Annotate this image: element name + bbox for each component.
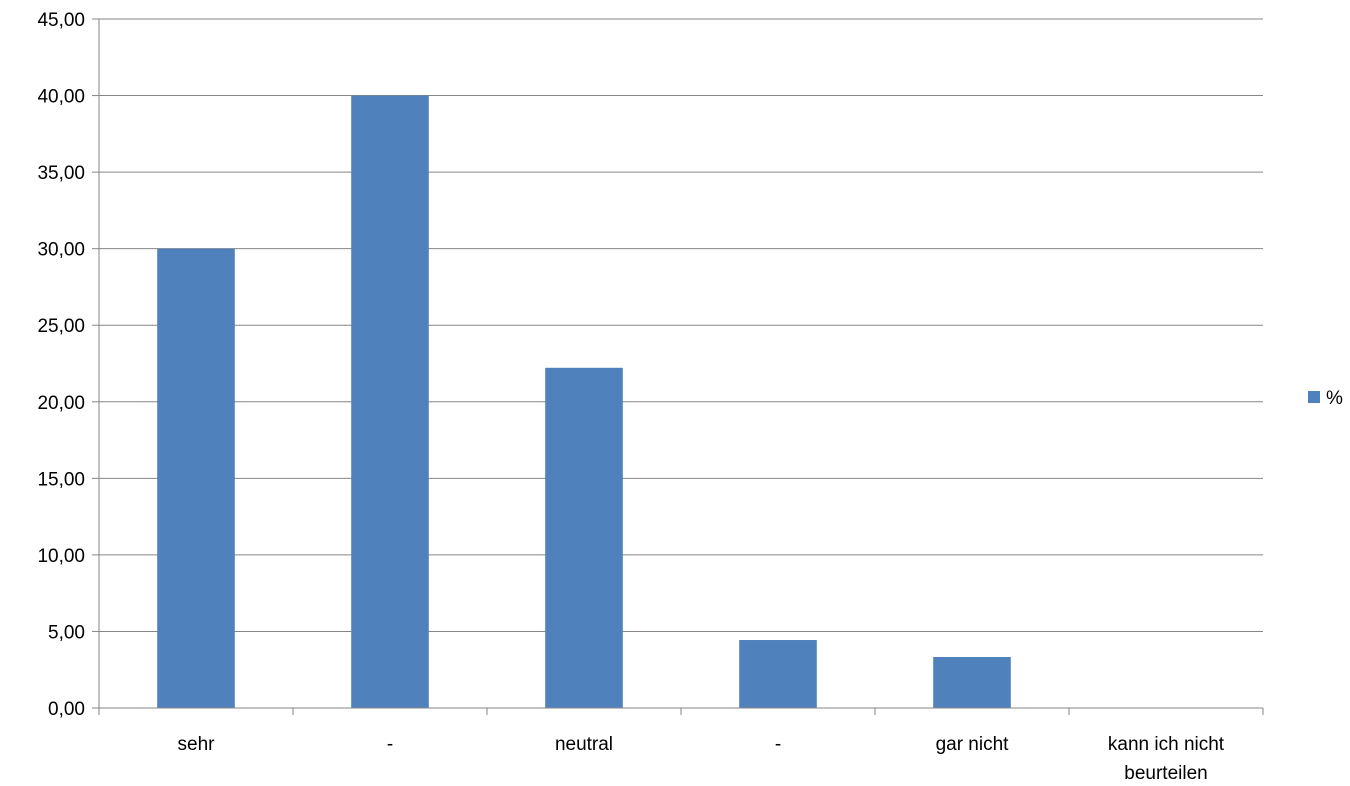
bar (933, 657, 1011, 708)
y-axis-tick-labels: 0,00 5,00 10,00 15,00 20,00 25,00 30,00 35,00 40… (37, 10, 85, 720)
x-tick-label: - (387, 734, 393, 755)
y-tick-label: 0,00 (48, 699, 85, 720)
y-tick-label: 10,00 (37, 546, 85, 567)
y-tick-label: 40,00 (37, 87, 85, 108)
y-tick-label: 45,00 (37, 10, 85, 31)
y-tick-label: 15,00 (37, 469, 85, 490)
y-tick-label: 30,00 (37, 240, 85, 261)
x-axis-tick-labels: sehr - neutral - gar nicht kann ich nicht beur… (178, 734, 1225, 784)
bars (157, 95, 1011, 709)
bar (157, 248, 235, 708)
bar (351, 95, 429, 709)
x-tick-label-line: gar nicht (936, 734, 1010, 755)
y-tick-label: 35,00 (37, 163, 85, 184)
bar (545, 367, 623, 708)
legend: % (1308, 388, 1343, 409)
x-tick-label: neutral (555, 734, 613, 755)
x-tick-label: - (775, 734, 781, 755)
x-tick-label-line: - (775, 734, 781, 755)
y-tick-label: 5,00 (48, 622, 85, 643)
x-tick-label: gar nicht (936, 734, 1010, 755)
bar (739, 640, 817, 708)
y-tick-label: 20,00 (37, 393, 85, 414)
x-tick-label-line: kann ich nicht (1108, 734, 1225, 755)
x-tick-label: sehr (178, 734, 216, 755)
x-tick-label: kann ich nicht beurteilen (1108, 734, 1225, 784)
axes (98, 19, 1264, 715)
x-tick-label-line: sehr (178, 734, 216, 755)
x-tick-label-line: neutral (555, 734, 613, 755)
legend-swatch (1308, 391, 1320, 403)
gridlines (92, 18, 1263, 709)
y-tick-label: 25,00 (37, 316, 85, 337)
legend-label: % (1326, 388, 1343, 409)
x-tick-label-line: - (387, 734, 393, 755)
x-tick-label-line: beurteilen (1124, 763, 1207, 784)
